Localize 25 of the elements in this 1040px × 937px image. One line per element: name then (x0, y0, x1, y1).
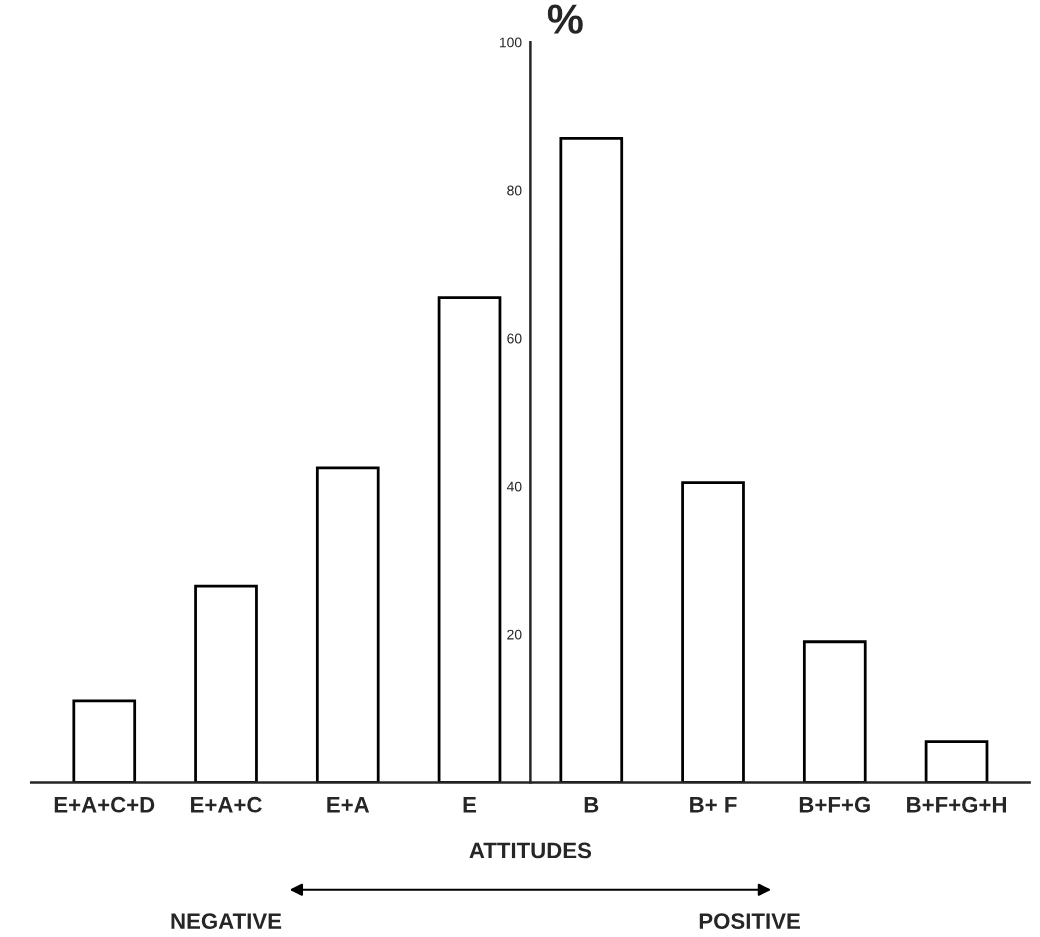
text: POSITIVE (699, 913, 800, 929)
y-tick-label: 100 (499, 37, 522, 48)
x-tick-label: E+A (327, 797, 370, 813)
y-tick-label: 60 (507, 333, 522, 344)
x-tick-label: B+ F (690, 797, 737, 813)
bar (924, 740, 989, 783)
bar (194, 584, 258, 783)
x-tick-label: B (584, 797, 599, 813)
bar (681, 481, 745, 783)
bar (315, 466, 380, 783)
y-axis-title: % (547, 4, 583, 34)
bar (802, 640, 867, 783)
text: NEGATIVE (171, 913, 282, 929)
x-tick-label: E (463, 797, 477, 813)
bar (559, 137, 624, 783)
x-tick-label: E+A+C+D (54, 796, 155, 813)
bar (72, 699, 137, 783)
y-tick-label: 80 (507, 185, 522, 196)
y-tick-label: 40 (506, 481, 522, 492)
x-tick-label: B+F+G+H (907, 796, 1006, 813)
x-tick-label: E+A+C (191, 796, 262, 813)
x-axis-title: ATTITUDES (469, 842, 592, 859)
x-tick-label: B+F+G (799, 796, 870, 813)
y-tick-label: 20 (507, 629, 522, 640)
bar (437, 296, 502, 783)
